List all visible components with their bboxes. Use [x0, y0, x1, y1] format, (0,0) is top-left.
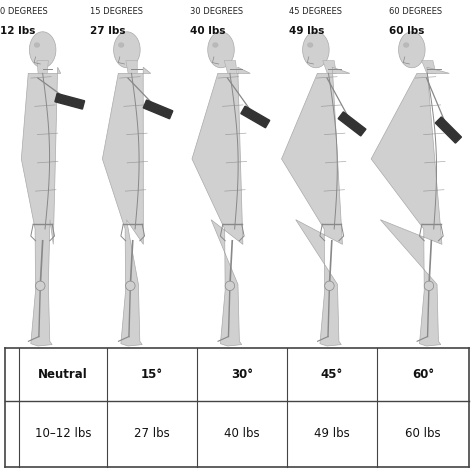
Text: Neutral: Neutral	[38, 368, 88, 381]
Text: 10–12 lbs: 10–12 lbs	[35, 427, 91, 440]
Circle shape	[225, 281, 235, 291]
Text: 49 lbs: 49 lbs	[314, 427, 350, 440]
Text: 30°: 30°	[231, 368, 253, 381]
Polygon shape	[399, 32, 425, 68]
Circle shape	[126, 281, 135, 291]
Bar	[5, 348, 469, 467]
Ellipse shape	[118, 43, 124, 47]
Polygon shape	[37, 61, 48, 73]
Polygon shape	[114, 32, 140, 68]
Polygon shape	[323, 61, 337, 73]
Text: 15 DEGREES: 15 DEGREES	[90, 7, 143, 16]
Polygon shape	[421, 61, 436, 73]
Text: 0 DEGREES: 0 DEGREES	[0, 7, 48, 16]
Text: 40 lbs: 40 lbs	[224, 427, 260, 440]
Polygon shape	[55, 93, 84, 109]
Ellipse shape	[212, 43, 218, 47]
Text: 12 lbs: 12 lbs	[0, 26, 36, 36]
Text: 49 lbs: 49 lbs	[289, 26, 325, 36]
Polygon shape	[143, 100, 173, 119]
Polygon shape	[435, 117, 462, 143]
Text: 45°: 45°	[321, 368, 343, 381]
Polygon shape	[224, 61, 237, 73]
Text: 60 DEGREES: 60 DEGREES	[389, 7, 442, 16]
Polygon shape	[241, 106, 270, 128]
Polygon shape	[371, 67, 449, 346]
Text: 40 lbs: 40 lbs	[190, 26, 225, 36]
Text: 45 DEGREES: 45 DEGREES	[289, 7, 342, 16]
Circle shape	[424, 281, 434, 291]
Polygon shape	[29, 32, 56, 68]
Polygon shape	[282, 67, 350, 346]
Polygon shape	[102, 67, 151, 346]
Ellipse shape	[403, 43, 409, 47]
Circle shape	[325, 281, 334, 291]
Text: 27 lbs: 27 lbs	[134, 427, 170, 440]
Ellipse shape	[307, 43, 313, 47]
Polygon shape	[208, 32, 234, 68]
Text: 60 lbs: 60 lbs	[389, 26, 424, 36]
Text: 15°: 15°	[141, 368, 163, 381]
Polygon shape	[21, 67, 61, 346]
Polygon shape	[126, 61, 137, 73]
Text: 60 lbs: 60 lbs	[405, 427, 441, 440]
Polygon shape	[302, 32, 329, 68]
Text: 30 DEGREES: 30 DEGREES	[190, 7, 243, 16]
Text: 27 lbs: 27 lbs	[90, 26, 126, 36]
Ellipse shape	[34, 43, 40, 47]
Polygon shape	[338, 112, 366, 136]
Text: 60°: 60°	[412, 368, 434, 381]
Polygon shape	[192, 67, 250, 346]
Circle shape	[36, 281, 45, 291]
